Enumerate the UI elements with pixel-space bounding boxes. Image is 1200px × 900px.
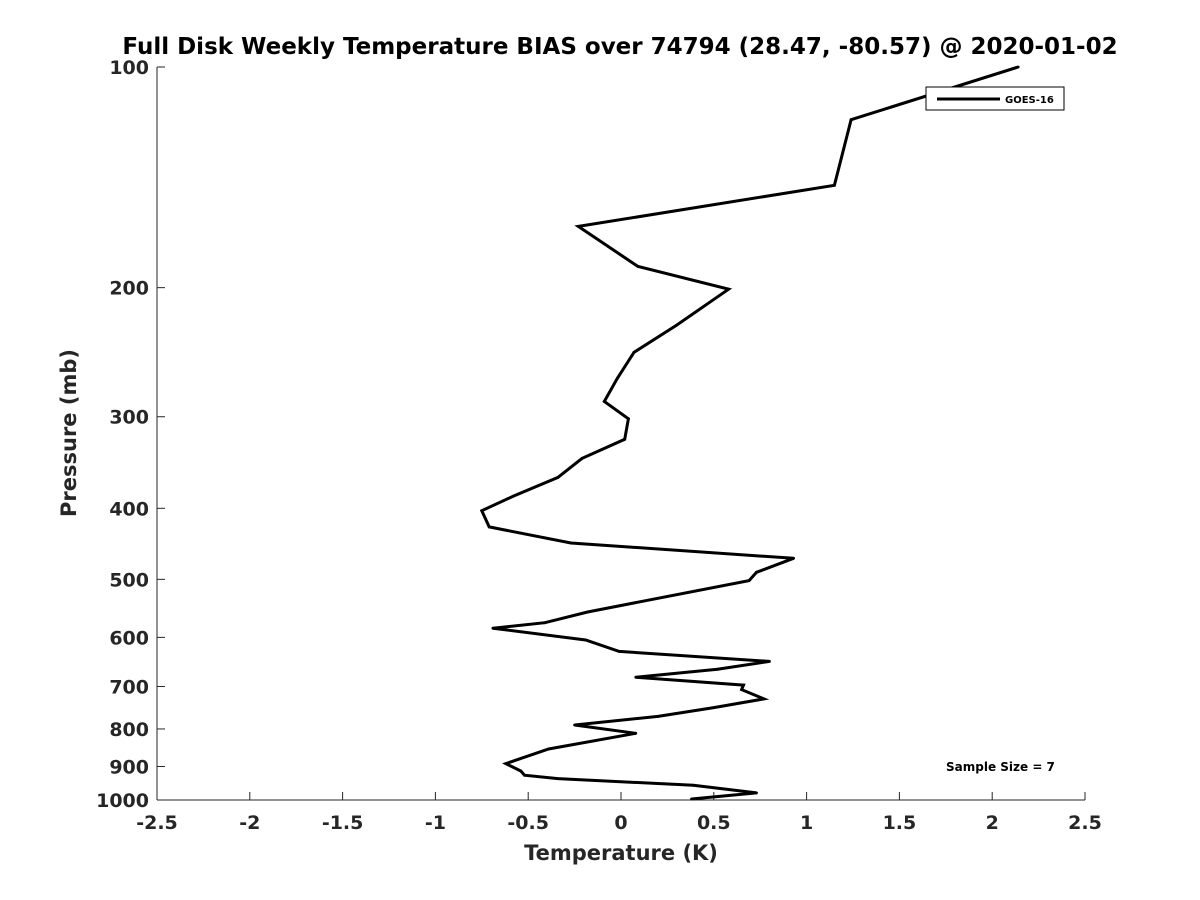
data-point — [615, 377, 619, 380]
data-point — [634, 731, 638, 735]
data-point — [586, 610, 589, 614]
data-point — [716, 667, 719, 671]
data-point — [623, 437, 627, 441]
data-point — [762, 697, 766, 701]
data-point — [656, 715, 660, 718]
x-tick-label: 2 — [986, 812, 999, 834]
data-point — [512, 494, 515, 498]
data-point — [675, 323, 679, 327]
data-point — [487, 525, 491, 529]
data-point — [792, 556, 795, 560]
x-tick-label: 0 — [614, 812, 627, 834]
x-tick-label: 1 — [800, 812, 813, 834]
data-point — [580, 457, 584, 460]
x-axis-ticks: -2.5 -2 -1.5 -1 -0.5 0 0.5 1 1.5 2 2.5 — [136, 792, 1102, 834]
data-point — [491, 626, 495, 630]
data-point — [576, 225, 580, 228]
y-axis-ticks: 100 200 300 400 500 600 700 800 900 1000 — [96, 57, 165, 812]
data-point — [849, 118, 853, 122]
data-point — [755, 791, 758, 795]
y-tick-label: 400 — [109, 498, 149, 520]
y-tick-label: 600 — [109, 627, 149, 649]
data-point — [556, 476, 560, 479]
data-point — [712, 706, 716, 709]
data-point — [602, 400, 606, 403]
y-tick-label: 800 — [109, 719, 149, 741]
y-tick-label: 200 — [109, 278, 149, 300]
legend: GOES-16 — [925, 86, 1065, 111]
x-tick-label: -2 — [239, 812, 260, 834]
x-tick-label: -0.5 — [507, 812, 549, 834]
data-point — [692, 783, 695, 787]
y-tick-label: 700 — [109, 676, 149, 698]
data-point — [742, 683, 745, 687]
y-tick-label: 500 — [109, 569, 149, 591]
data-point — [547, 747, 550, 751]
data-point — [504, 762, 508, 765]
data-point — [634, 675, 638, 679]
y-tick-label: 900 — [109, 756, 149, 778]
x-tick-label: -2.5 — [136, 812, 178, 834]
x-tick-label: 2.5 — [1068, 812, 1102, 834]
data-point — [543, 621, 547, 625]
x-tick-label: -1.5 — [322, 812, 364, 834]
sample-size-annotation: Sample Size = 7 — [946, 760, 1055, 774]
data-point — [523, 773, 526, 777]
data-point — [727, 287, 730, 291]
data-point — [573, 723, 576, 727]
x-tick-label: 1.5 — [883, 812, 917, 834]
data-point — [690, 797, 693, 801]
data-point — [632, 350, 636, 354]
data-point — [569, 541, 573, 545]
x-tick-label: 0.5 — [697, 812, 731, 834]
data-point — [584, 638, 588, 642]
series-points — [480, 65, 1020, 801]
data-point — [747, 579, 751, 582]
data-point — [617, 650, 621, 653]
data-point — [519, 769, 523, 773]
legend-label-goes-16: GOES-16 — [1005, 95, 1054, 106]
data-point — [755, 570, 758, 574]
data-point — [833, 183, 836, 187]
x-axis-label: Temperature (K) — [524, 841, 718, 865]
x-tick-label: -1 — [425, 812, 446, 834]
data-point — [740, 688, 743, 691]
data-point — [1016, 65, 1020, 69]
chart-title: Full Disk Weekly Temperature BIAS over 7… — [122, 34, 1117, 60]
y-tick-label: 300 — [109, 407, 149, 429]
data-point — [636, 264, 640, 268]
y-tick-label: 1000 — [96, 790, 149, 812]
data-point — [480, 509, 484, 513]
data-point — [556, 777, 560, 780]
data-point — [768, 660, 771, 663]
data-point — [627, 417, 630, 421]
plot-area — [157, 67, 1085, 800]
series-line-goes-16 — [479, 65, 1019, 801]
y-axis-label: Pressure (mb) — [57, 349, 81, 517]
y-tick-label: 100 — [109, 57, 149, 79]
